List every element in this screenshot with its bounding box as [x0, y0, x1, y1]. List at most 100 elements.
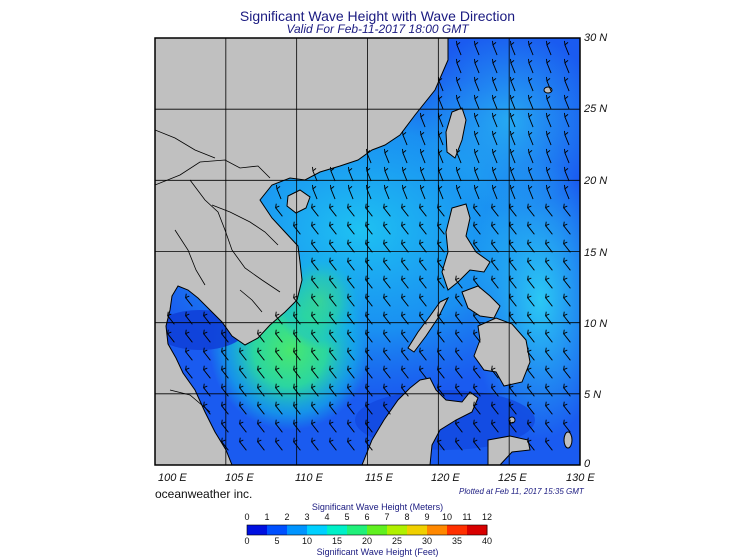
- wave-arrow: [438, 94, 444, 110]
- wave-arrow: [276, 184, 282, 200]
- wave-arrow: [401, 221, 409, 235]
- wave-arrow: [293, 401, 301, 415]
- wave-arrow: [311, 401, 319, 415]
- wave-arrow: [474, 184, 480, 200]
- wave-arrow: [437, 329, 445, 343]
- wave-arrow: [347, 329, 355, 343]
- wave-arrow: [545, 401, 553, 415]
- wave-arrow: [383, 401, 391, 415]
- wave-arrow: [347, 383, 355, 397]
- wave-arrow: [383, 347, 391, 361]
- wave-arrow: [438, 112, 444, 128]
- wave-arrow: [239, 383, 247, 397]
- wave-arrow: [401, 203, 409, 217]
- wave-arrow: [456, 76, 462, 92]
- wave-arrow: [311, 221, 319, 235]
- wave-arrow: [401, 311, 409, 325]
- wave-arrow: [311, 257, 319, 271]
- wave-arrow: [347, 311, 355, 325]
- wave-arrow: [365, 437, 373, 451]
- wave-arrow: [492, 76, 498, 92]
- wave-arrow: [564, 76, 570, 92]
- land-luzon: [441, 203, 491, 291]
- lat-label-30n: 30 N: [584, 32, 608, 44]
- wave-arrow: [528, 130, 534, 146]
- wave-arrow: [419, 203, 427, 217]
- wave-arrow: [546, 112, 552, 128]
- wave-arrow: [527, 365, 535, 379]
- wave-arrow: [347, 275, 355, 289]
- wave-arrow: [455, 275, 463, 289]
- wave-arrow: [257, 419, 265, 433]
- legend-color-segment: [287, 525, 308, 535]
- map-frame: [154, 37, 581, 466]
- wave-arrow: [491, 419, 499, 433]
- wave-arrow: [293, 311, 301, 325]
- wave-arrow: [383, 329, 391, 343]
- wave-arrow: [509, 401, 517, 415]
- lon-label-115e: 115 E: [365, 472, 393, 484]
- wave-arrow: [167, 311, 175, 325]
- wave-arrow: [239, 419, 247, 433]
- wave-arrow: [492, 58, 498, 74]
- wave-arrow: [491, 257, 499, 271]
- wave-arrow: [491, 221, 499, 235]
- wave-arrow: [311, 275, 319, 289]
- wave-arrow: [383, 257, 391, 271]
- lat-label-0: 0: [584, 458, 591, 470]
- legend-color-segment: [427, 525, 448, 535]
- wave-arrow: [474, 76, 480, 92]
- wave-arrow: [365, 293, 373, 307]
- legend-meters-tick: 12: [481, 512, 493, 522]
- wave-arrow: [365, 311, 373, 325]
- wave-arrow: [365, 257, 373, 271]
- lon-label-120e: 120 E: [431, 472, 460, 484]
- wave-arrow: [329, 311, 337, 325]
- wave-arrow: [275, 311, 283, 325]
- wave-arrow: [311, 293, 319, 307]
- wave-arrow: [438, 184, 444, 200]
- legend-feet-tick: 35: [451, 536, 463, 546]
- land-taiwan: [445, 107, 467, 159]
- wave-arrow: [275, 401, 283, 415]
- wave-arrow: [491, 401, 499, 415]
- wave-arrow: [473, 275, 481, 289]
- wave-arrow: [419, 275, 427, 289]
- wave-arrow: [509, 383, 517, 397]
- wave-arrow: [509, 419, 517, 433]
- wave-arrow: [293, 347, 301, 361]
- legend-meters-tick: 7: [384, 512, 390, 522]
- wave-arrow: [329, 293, 337, 307]
- wave-arrow: [257, 437, 265, 451]
- wave-arrow: [563, 203, 571, 217]
- wave-arrow: [438, 148, 444, 164]
- wave-arrow: [203, 329, 211, 343]
- wave-arrow: [239, 401, 247, 415]
- wave-arrow: [329, 329, 337, 343]
- wave-arrow: [456, 148, 462, 164]
- wave-arrow: [564, 58, 570, 74]
- wave-arrow: [257, 329, 265, 343]
- wave-arrow: [509, 203, 517, 217]
- wave-arrow: [545, 221, 553, 235]
- wave-arrow: [311, 239, 319, 253]
- wave-arrow: [509, 257, 517, 271]
- wave-arrow: [311, 311, 319, 325]
- wave-zone-north-pacific: [420, 38, 580, 210]
- legend-color-segment: [387, 525, 408, 535]
- wave-arrow: [383, 203, 391, 217]
- wave-arrow: [401, 239, 409, 253]
- wave-arrow: [563, 293, 571, 307]
- wave-arrow: [456, 40, 462, 56]
- legend-meters-tick: 9: [424, 512, 430, 522]
- legend-feet-tick: 0: [244, 536, 250, 546]
- wave-arrow: [527, 221, 535, 235]
- wave-arrow: [221, 365, 229, 379]
- lat-label-20n: 20 N: [584, 175, 608, 187]
- wave-arrow: [329, 419, 337, 433]
- wave-arrow: [330, 184, 336, 200]
- wave-arrow: [347, 437, 355, 451]
- wave-arrow: [185, 311, 193, 325]
- wave-arrow: [329, 275, 337, 289]
- legend-meters-tick: 6: [364, 512, 370, 522]
